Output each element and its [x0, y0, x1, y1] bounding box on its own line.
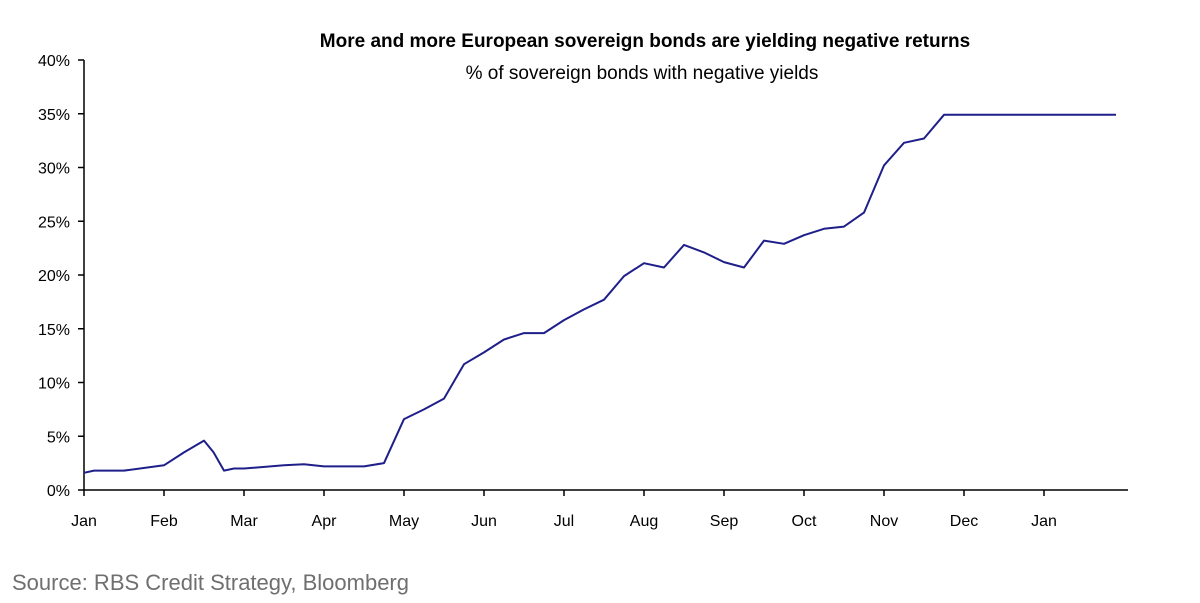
series-layer — [83, 113, 1116, 474]
x-tick-label: Aug — [630, 513, 658, 530]
x-tick-label: Oct — [792, 513, 817, 530]
y-tick-label: 20% — [38, 268, 70, 285]
x-tick-label: Jun — [471, 513, 497, 530]
x-tick-label: Mar — [230, 513, 258, 530]
chart-subtitle: % of sovereign bonds with negative yield… — [466, 63, 819, 84]
y-tick-label: 40% — [38, 53, 70, 70]
x-tick-label: Feb — [150, 513, 178, 530]
series-line — [83, 113, 1116, 474]
x-tick-label: Apr — [312, 513, 338, 530]
x-tick-label: Jan — [1031, 513, 1057, 530]
y-tick-label: 5% — [47, 429, 70, 446]
y-tick-label: 30% — [38, 161, 70, 178]
y-tick-label: 35% — [38, 107, 70, 124]
source-note: Source: RBS Credit Strategy, Bloomberg — [12, 570, 409, 595]
x-tick-label: May — [389, 513, 419, 530]
x-tick-label: Jan — [71, 513, 97, 530]
x-tick-label: Nov — [870, 513, 898, 530]
y-tick-label: 0% — [47, 483, 70, 500]
y-tick-label: 25% — [38, 214, 70, 231]
y-axis: 0% 5% 10% 15% 20% 25% 30% 35% 40% — [38, 53, 85, 500]
x-tick-label: Sep — [710, 513, 739, 530]
x-tick-label: Jul — [554, 513, 574, 530]
chart-title: More and more European sovereign bonds a… — [320, 31, 970, 52]
x-axis: Jan Feb Mar Apr May Jun Jul Aug Sep Oct Nov Dec Jan — [71, 489, 1128, 530]
y-tick-label: 10% — [38, 376, 70, 393]
x-tick-label: Dec — [950, 513, 978, 530]
y-tick-label: 15% — [38, 322, 70, 339]
